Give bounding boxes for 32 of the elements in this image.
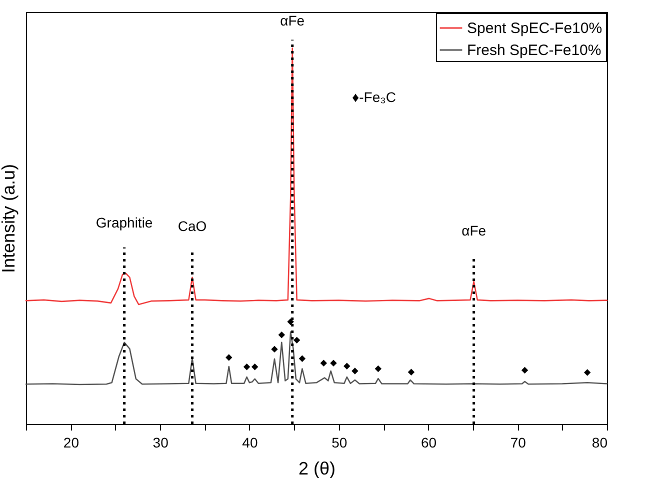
x-tick-label: 30	[152, 434, 169, 450]
ref-line-label: αFe	[280, 12, 305, 28]
x-tick-label: 60	[420, 434, 437, 450]
point	[243, 364, 250, 370]
x-tick-label: 50	[332, 434, 348, 450]
ref-line-label: CaO	[178, 218, 207, 234]
point	[374, 365, 382, 372]
point	[320, 360, 328, 366]
x-tick-label: 40	[242, 434, 258, 450]
point	[330, 360, 337, 366]
legend-label: Spent SpEC-Fe10%	[467, 20, 602, 37]
x-tick-label: 20	[63, 434, 80, 450]
point	[584, 369, 591, 376]
point	[352, 368, 358, 374]
x-axis-title: 2 (θ)	[298, 458, 336, 478]
y-axis-title: Intensity (a.u)	[0, 164, 18, 274]
point	[344, 362, 350, 370]
point	[226, 354, 232, 361]
point	[521, 366, 528, 374]
point	[298, 355, 306, 362]
point	[278, 332, 285, 338]
point	[287, 318, 294, 326]
x-tick-label: 80	[592, 434, 608, 450]
ref-line-label: αFe	[462, 222, 486, 238]
point	[251, 364, 258, 370]
point	[271, 346, 278, 353]
ref-line-label: Graphitie	[96, 214, 153, 230]
point	[408, 368, 415, 376]
legend-label: Fresh SpEC-Fe10%	[467, 42, 602, 59]
annotation: ♦-Fe₃C	[352, 89, 396, 105]
x-tick-label: 70	[510, 434, 526, 450]
point	[293, 336, 300, 344]
